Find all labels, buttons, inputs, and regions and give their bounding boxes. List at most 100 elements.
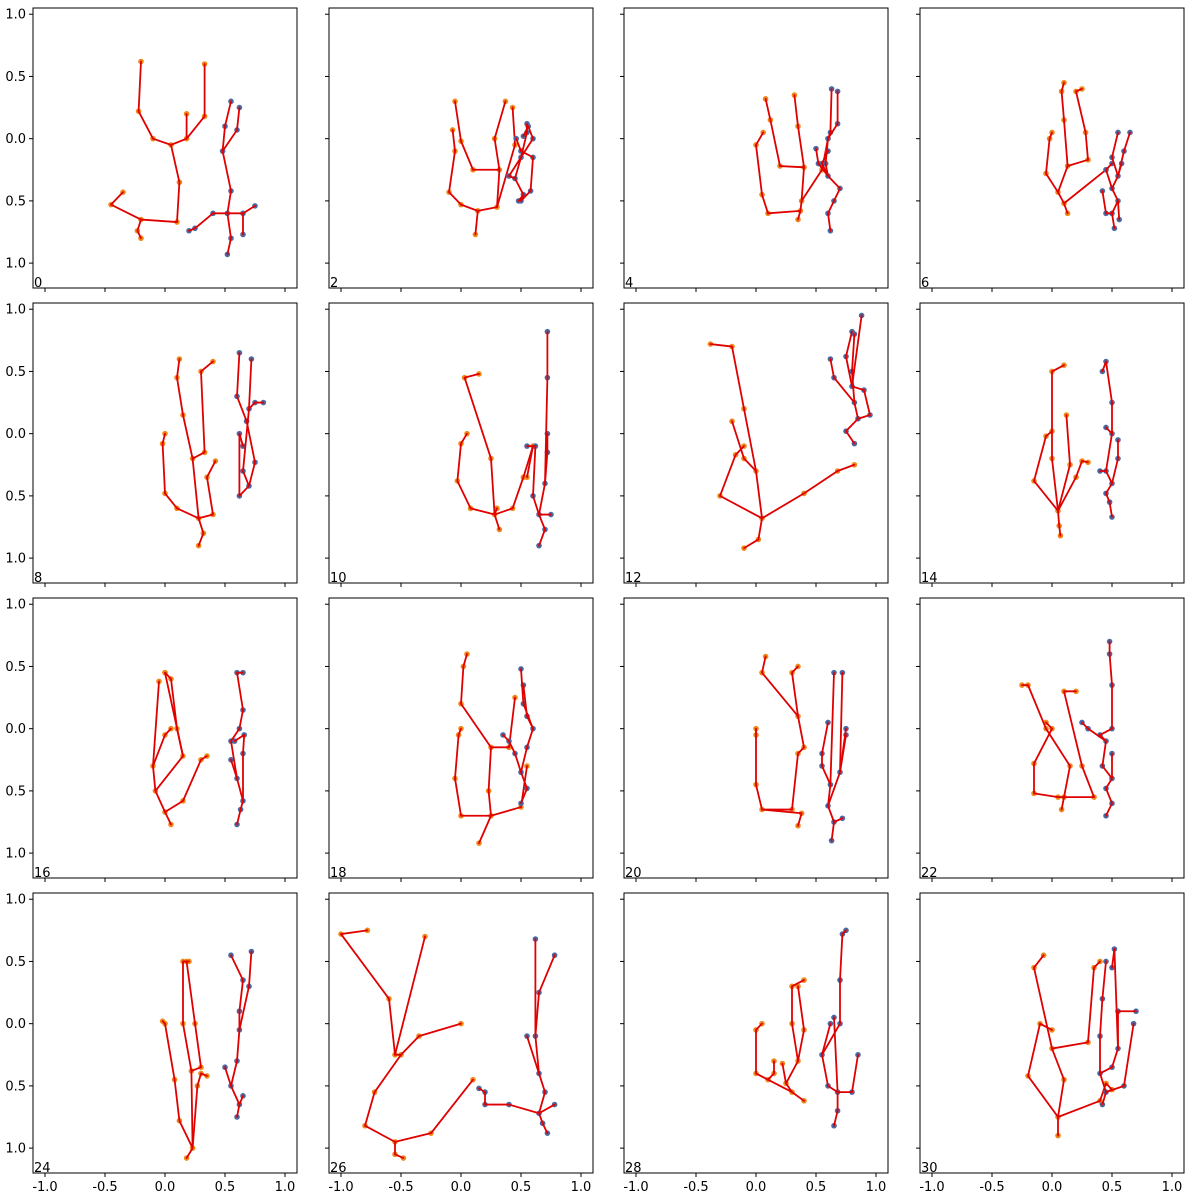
bone-line: [182, 758, 202, 802]
bone-line: [538, 528, 546, 547]
bone-line: [781, 1062, 787, 1085]
bone-line: [136, 229, 142, 240]
bone-line: [1051, 457, 1059, 512]
bone-line: [242, 470, 250, 487]
y-tick-label: 1.0: [5, 893, 26, 908]
bone-line: [845, 417, 859, 433]
bone-line: [534, 1035, 540, 1075]
axes-frame: [623, 302, 889, 584]
bone-line: [460, 665, 465, 705]
bone-line: [230, 740, 238, 780]
bone-line: [538, 482, 546, 516]
bone-line: [761, 655, 767, 674]
bone-line: [1123, 131, 1131, 153]
bone-line: [779, 165, 805, 169]
bone-line: [839, 671, 844, 774]
bone-line: [839, 933, 844, 982]
bone-line: [755, 143, 763, 196]
bone-line: [226, 212, 232, 240]
bone-line: [248, 950, 253, 988]
skeleton: [186, 98, 258, 258]
bone-line: [1033, 435, 1047, 482]
skeleton: [1079, 638, 1115, 819]
skeleton: [813, 86, 843, 234]
skeleton: [707, 341, 858, 551]
bone-line: [1057, 463, 1071, 512]
bone-line: [190, 1066, 202, 1072]
bone-line: [478, 1087, 486, 1094]
skeleton: [500, 666, 536, 807]
x-tick-label: 1.0: [275, 1180, 296, 1195]
bone-line: [456, 442, 462, 482]
bone-line: [791, 752, 799, 811]
bone-line: [767, 1078, 793, 1094]
x-tick-label: -1.0: [623, 1180, 648, 1195]
skeleton: [476, 936, 558, 1136]
bone-line: [1105, 777, 1113, 790]
bone-line: [541, 1122, 549, 1135]
bone-line: [538, 513, 546, 531]
bone-line: [394, 935, 426, 1056]
bone-line: [821, 150, 829, 165]
panel: 1.0 0.5 0.0 0.5 1.0 8: [5, 302, 298, 587]
bone-line: [238, 432, 244, 448]
bone-line: [176, 181, 181, 223]
bone-line: [797, 746, 805, 755]
bone-line: [1099, 1072, 1107, 1094]
bone-line: [364, 1091, 376, 1127]
bone-line: [110, 203, 142, 221]
bone-line: [493, 137, 501, 171]
bone-line: [430, 1078, 474, 1135]
bone-line: [827, 771, 841, 807]
x-tick-label: 0.5: [806, 1180, 827, 1195]
bone-line: [1111, 457, 1119, 485]
bone-line: [514, 156, 522, 180]
bone-line: [785, 1082, 793, 1094]
bone-line: [1087, 727, 1107, 743]
bone-line: [1075, 90, 1087, 134]
x-tick-label: 0.0: [451, 1180, 472, 1195]
bone-line: [508, 1103, 540, 1115]
bone-line: [469, 507, 496, 516]
y-tick-label: 1.0: [5, 8, 26, 23]
bone-line: [502, 733, 510, 743]
bone-line: [821, 765, 832, 786]
panel: -1.0 -0.5 0.0 0.5 1.0 28: [620, 892, 889, 1195]
bone-line: [394, 1153, 405, 1159]
bone-line: [236, 395, 248, 423]
skeleton: [234, 349, 267, 499]
x-tick-label: 0.0: [155, 1180, 176, 1195]
bone-line: [1101, 765, 1113, 780]
skeleton: [753, 977, 807, 1104]
bone-line: [456, 480, 472, 510]
bone-line: [1075, 87, 1083, 93]
pose-layer: [446, 98, 536, 238]
skeleton: [1099, 129, 1133, 232]
bone-line: [829, 358, 835, 379]
bone-line: [242, 733, 246, 755]
bone-line: [1105, 168, 1113, 190]
y-tick-label: 1.0: [5, 257, 26, 272]
bone-line: [1105, 360, 1113, 404]
bone-line: [238, 485, 250, 497]
panel-label: 18: [330, 866, 347, 881]
y-tick-label: 1.0: [5, 552, 26, 567]
bone-line: [194, 212, 214, 230]
bone-line: [242, 204, 256, 215]
bone-line: [236, 671, 244, 711]
bone-line: [755, 131, 765, 146]
y-tick-label: 0.0: [5, 427, 26, 442]
bone-line: [797, 985, 805, 1031]
skeleton: [1031, 362, 1091, 539]
skeleton: [1025, 952, 1115, 1139]
bone-line: [761, 193, 769, 215]
panel: 14: [916, 302, 1185, 587]
bone-line: [1101, 190, 1107, 215]
bone-line: [827, 804, 835, 823]
bone-line: [1108, 501, 1113, 518]
bone-line: [522, 684, 528, 718]
bone-line: [1045, 430, 1053, 438]
skeleton: [1019, 682, 1097, 813]
axes-frame: [328, 597, 594, 879]
